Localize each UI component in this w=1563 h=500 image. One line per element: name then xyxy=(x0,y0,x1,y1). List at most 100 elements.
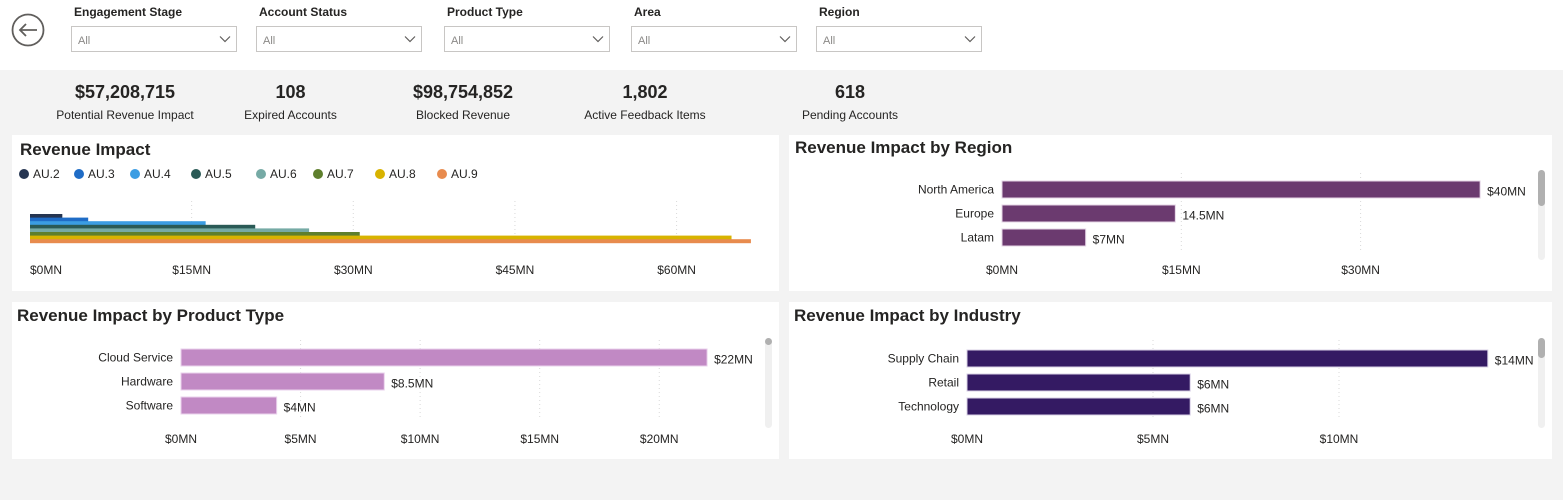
slicer-label: Account Status xyxy=(259,5,348,19)
scrollbar[interactable] xyxy=(765,338,772,428)
data-label: 14.5MN xyxy=(1182,209,1224,223)
bar-supply-chain xyxy=(966,349,1489,368)
slicer-value: All xyxy=(78,35,91,47)
scrollbar[interactable] xyxy=(1538,170,1545,260)
kpi-value: $57,208,715 xyxy=(74,82,176,102)
data-label: $7MN xyxy=(1093,233,1125,247)
chevron-down-icon xyxy=(592,36,604,43)
scrollbar-thumb[interactable] xyxy=(1538,170,1545,206)
back-button[interactable] xyxy=(11,13,45,47)
chart-title: Revenue Impact by Industry xyxy=(794,306,1021,325)
bar-au-7 xyxy=(30,232,360,236)
legend-label: AU.2 xyxy=(33,167,60,181)
bar-au-2 xyxy=(30,214,63,218)
x-tick-label: $45MN xyxy=(496,263,535,277)
bar-au-6 xyxy=(30,228,310,233)
bar-latam xyxy=(1001,228,1087,247)
chevron-down-icon xyxy=(964,36,976,43)
bar-au-9 xyxy=(30,239,751,244)
bar-cloud-service xyxy=(180,348,708,367)
category-label-latam: Latam xyxy=(961,231,994,245)
bar-technology xyxy=(966,397,1191,416)
revenue-by-region-chart[interactable]: Revenue Impact by Region $0MN $15MN $30MN N… xyxy=(789,135,1552,291)
x-tick-label: $0MN xyxy=(951,432,983,446)
legend-label: AU.9 xyxy=(451,167,478,181)
scrollbar-thumb[interactable] xyxy=(765,338,772,345)
chart-title: Revenue Impact by Region xyxy=(795,138,1013,157)
category-label-technology: Technology xyxy=(898,400,959,414)
revenue-by-product-type-plot: $0MN $5MN $10MN $15MN $20MN Cloud Service $22M… xyxy=(98,340,753,446)
revenue-by-product-type-chart[interactable]: Revenue Impact by Product Type $0MN $5MN $… xyxy=(12,302,779,459)
x-tick-label: $15MN xyxy=(1162,263,1201,277)
kpi-expired-accounts: 108 Expired Accounts xyxy=(233,80,348,122)
legend-item-au-8[interactable]: AU.8 xyxy=(375,167,416,181)
area-dropdown[interactable]: All xyxy=(631,26,797,52)
slicer-area: Area All xyxy=(631,4,797,52)
x-tick-label: $0MN xyxy=(30,263,62,277)
legend-item-au-4[interactable]: AU.4 xyxy=(130,167,171,181)
category-label-retail: Retail xyxy=(928,376,959,390)
data-label: $4MN xyxy=(284,401,316,415)
engagement-stage-dropdown[interactable]: All xyxy=(71,26,237,52)
data-label: $40MN xyxy=(1487,185,1526,199)
legend-label: AU.7 xyxy=(327,167,354,181)
x-tick-label: $5MN xyxy=(1137,432,1169,446)
x-tick-label: $10MN xyxy=(1320,432,1359,446)
bar-hardware xyxy=(180,372,385,391)
legend-item-au-7[interactable]: AU.7 xyxy=(313,167,354,181)
category-label-hardware: Hardware xyxy=(121,375,173,389)
data-label: $22MN xyxy=(714,353,753,367)
legend-marker xyxy=(191,169,201,179)
kpi-value: $98,754,852 xyxy=(412,82,514,102)
slicer-label: Area xyxy=(634,5,661,19)
product-type-dropdown[interactable]: All xyxy=(444,26,610,52)
category-label-europe: Europe xyxy=(955,207,994,221)
kpi-potential-revenue-impact: $57,208,715 Potential Revenue Impact xyxy=(55,80,195,122)
legend-item-au-3[interactable]: AU.3 xyxy=(74,167,115,181)
slicer-label: Engagement Stage xyxy=(74,5,183,19)
slicer-value: All xyxy=(263,35,276,47)
legend-marker xyxy=(74,169,84,179)
bar-europe xyxy=(1001,204,1176,223)
category-label-cloud-service: Cloud Service xyxy=(98,351,173,365)
x-tick-label: $60MN xyxy=(657,263,696,277)
data-label: $6MN xyxy=(1197,402,1229,416)
chart-title: Revenue Impact by Product Type xyxy=(17,306,285,325)
kpi-label: Potential Revenue Impact xyxy=(56,108,194,122)
slicer-value: All xyxy=(451,35,464,47)
scrollbar-thumb[interactable] xyxy=(1538,338,1545,358)
legend-item-au-2[interactable]: AU.2 xyxy=(19,167,60,181)
legend-item-au-6[interactable]: AU.6 xyxy=(256,167,297,181)
kpi-blocked-revenue: $98,754,852 Blocked Revenue xyxy=(403,80,523,122)
legend-label: AU.6 xyxy=(270,167,297,181)
x-tick-label: $15MN xyxy=(520,432,559,446)
legend-label: AU.3 xyxy=(88,167,115,181)
x-tick-label: $20MN xyxy=(640,432,679,446)
revenue-impact-plot: $0MN $15MN $30MN $45MN $60MN xyxy=(30,201,751,277)
account-status-dropdown[interactable]: All xyxy=(256,26,422,52)
legend-item-au-5[interactable]: AU.5 xyxy=(191,167,232,181)
bar-au-3 xyxy=(30,217,89,222)
kpi-value: 618 xyxy=(834,82,866,102)
legend-item-au-9[interactable]: AU.9 xyxy=(437,167,478,181)
kpi-label: Active Feedback Items xyxy=(584,108,706,122)
arrow-left-circle-icon[interactable] xyxy=(11,13,45,47)
chevron-down-icon xyxy=(404,36,416,43)
legend-marker xyxy=(256,169,266,179)
legend-label: AU.4 xyxy=(144,167,171,181)
kpi-value: 108 xyxy=(275,82,306,102)
scrollbar[interactable] xyxy=(1538,338,1545,428)
bar-software xyxy=(180,396,278,415)
filter-bar: Engagement Stage All Account Status All … xyxy=(0,0,1563,70)
bar-au-5 xyxy=(30,224,256,229)
bar-au-4 xyxy=(30,221,206,226)
legend-label: AU.8 xyxy=(389,167,416,181)
x-tick-label: $30MN xyxy=(334,263,373,277)
region-dropdown[interactable]: All xyxy=(816,26,982,52)
chevron-down-icon xyxy=(219,36,231,43)
legend-label: AU.5 xyxy=(205,167,232,181)
bar-retail xyxy=(966,373,1191,392)
x-tick-label: $5MN xyxy=(285,432,317,446)
revenue-impact-chart[interactable]: Revenue Impact AU.2 AU.3 AU.4 AU.5 AU.6 AU.7 A… xyxy=(12,135,779,291)
revenue-by-industry-chart[interactable]: Revenue Impact by Industry $0MN $5MN $10MN… xyxy=(789,302,1552,459)
